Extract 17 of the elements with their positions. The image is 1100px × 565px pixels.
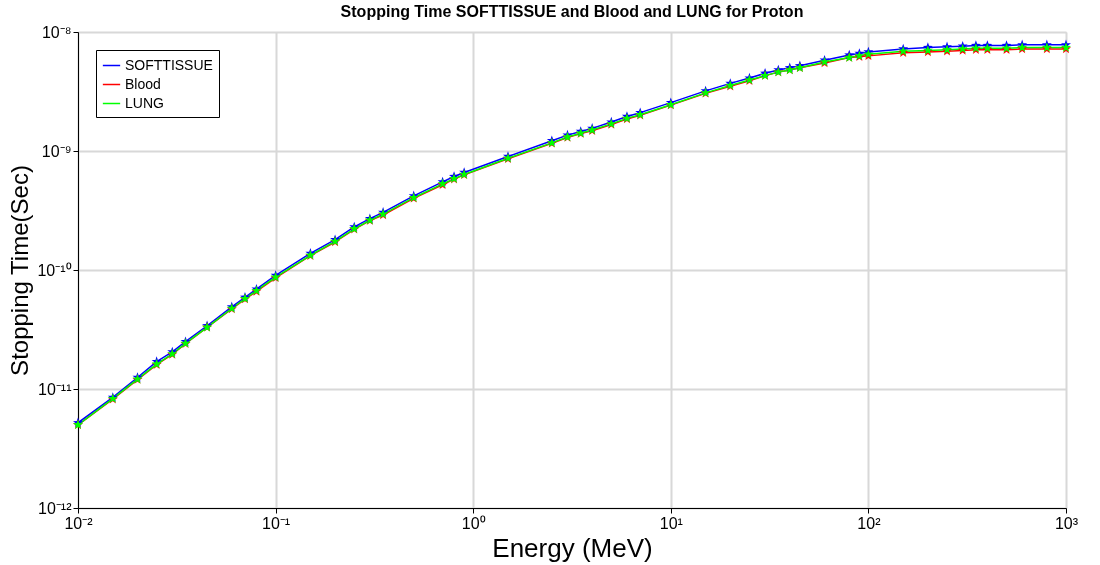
y-axis-title: Stopping Time(Sec) (6, 165, 34, 376)
x-axis-title: Energy (MeV) (492, 532, 653, 563)
legend-label: SOFTTISSUE (125, 56, 213, 73)
x-tick-label: 10⁻¹ (262, 514, 291, 532)
x-tick-label: 10¹ (659, 514, 683, 532)
y-tick-label: 10⁻⁸ (41, 23, 72, 41)
y-tick-label: 10⁻¹⁰ (37, 261, 72, 279)
y-tick-label: 10⁻¹² (38, 499, 73, 517)
y-tick-label: 10⁻¹¹ (38, 380, 72, 398)
x-tick-label: 10³ (1054, 514, 1079, 532)
x-tick-label: 10⁰ (461, 514, 486, 532)
legend-label: Blood (125, 75, 161, 92)
legend-label: LUNG (125, 94, 164, 111)
chart-title: Stopping Time SOFTTISSUE and Blood and LUNG for Proton (340, 3, 804, 20)
y-tick-label: 10⁻⁹ (41, 142, 72, 160)
x-tick-label: 10² (857, 514, 882, 532)
x-tick-label: 10⁻² (64, 514, 94, 532)
